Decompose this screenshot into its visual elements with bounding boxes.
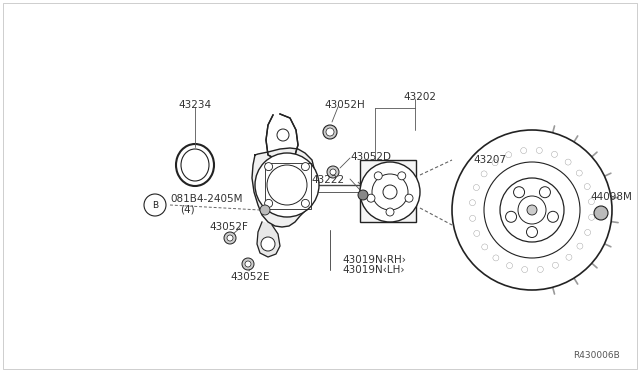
Circle shape bbox=[358, 190, 368, 200]
Circle shape bbox=[474, 230, 480, 237]
Bar bbox=[265, 163, 311, 209]
Circle shape bbox=[330, 169, 336, 175]
Circle shape bbox=[374, 172, 382, 180]
Circle shape bbox=[540, 187, 550, 198]
Circle shape bbox=[267, 165, 307, 205]
Text: 43019N‹RH›: 43019N‹RH› bbox=[342, 255, 406, 265]
Circle shape bbox=[506, 152, 511, 158]
Circle shape bbox=[552, 262, 559, 268]
Circle shape bbox=[327, 166, 339, 178]
Circle shape bbox=[367, 194, 375, 202]
Polygon shape bbox=[266, 114, 298, 160]
Circle shape bbox=[552, 151, 557, 157]
Circle shape bbox=[588, 199, 595, 205]
Circle shape bbox=[372, 174, 408, 210]
Circle shape bbox=[323, 125, 337, 139]
Circle shape bbox=[518, 196, 546, 224]
Circle shape bbox=[383, 185, 397, 199]
Circle shape bbox=[277, 129, 289, 141]
Circle shape bbox=[144, 194, 166, 216]
Circle shape bbox=[500, 178, 564, 242]
Circle shape bbox=[493, 255, 499, 261]
Circle shape bbox=[301, 163, 309, 171]
Circle shape bbox=[527, 205, 537, 215]
Circle shape bbox=[474, 185, 479, 190]
Circle shape bbox=[242, 258, 254, 270]
Circle shape bbox=[482, 244, 488, 250]
Polygon shape bbox=[252, 148, 316, 227]
Circle shape bbox=[386, 208, 394, 216]
Circle shape bbox=[452, 130, 612, 290]
Circle shape bbox=[506, 263, 513, 269]
Circle shape bbox=[481, 171, 487, 177]
Text: 44098M: 44098M bbox=[590, 192, 632, 202]
Circle shape bbox=[264, 199, 273, 207]
Circle shape bbox=[245, 261, 251, 267]
Circle shape bbox=[405, 194, 413, 202]
Bar bbox=[360, 160, 416, 222]
Circle shape bbox=[527, 227, 538, 237]
Circle shape bbox=[506, 211, 516, 222]
Text: (4): (4) bbox=[180, 205, 195, 215]
Circle shape bbox=[577, 243, 583, 249]
Circle shape bbox=[566, 254, 572, 260]
Text: 43202: 43202 bbox=[403, 92, 436, 102]
Text: 43222: 43222 bbox=[312, 175, 345, 185]
Text: 081B4-2405M: 081B4-2405M bbox=[170, 194, 243, 204]
Circle shape bbox=[522, 267, 528, 273]
Circle shape bbox=[484, 162, 580, 258]
Circle shape bbox=[264, 163, 273, 171]
Text: 43052D: 43052D bbox=[350, 152, 391, 162]
Text: 43234: 43234 bbox=[179, 100, 212, 110]
Circle shape bbox=[224, 232, 236, 244]
Circle shape bbox=[584, 183, 590, 190]
Circle shape bbox=[565, 159, 571, 165]
Circle shape bbox=[584, 230, 591, 235]
Circle shape bbox=[470, 200, 476, 206]
Circle shape bbox=[470, 215, 476, 221]
Circle shape bbox=[301, 199, 309, 207]
Circle shape bbox=[397, 172, 406, 180]
Circle shape bbox=[360, 162, 420, 222]
Circle shape bbox=[260, 205, 270, 215]
Text: 43019N‹LH›: 43019N‹LH› bbox=[342, 265, 404, 275]
Text: 43052E: 43052E bbox=[230, 272, 269, 282]
Circle shape bbox=[513, 187, 525, 198]
Circle shape bbox=[227, 235, 233, 241]
Circle shape bbox=[521, 148, 527, 154]
Circle shape bbox=[261, 237, 275, 251]
Text: R430006B: R430006B bbox=[573, 351, 620, 360]
Circle shape bbox=[547, 211, 559, 222]
Circle shape bbox=[538, 266, 543, 272]
Circle shape bbox=[589, 214, 595, 220]
Text: 43052F: 43052F bbox=[209, 222, 248, 232]
Circle shape bbox=[594, 206, 608, 220]
Circle shape bbox=[576, 170, 582, 176]
Circle shape bbox=[255, 153, 319, 217]
Polygon shape bbox=[257, 222, 280, 257]
Text: 43207: 43207 bbox=[474, 155, 506, 165]
Text: B: B bbox=[152, 201, 158, 209]
Circle shape bbox=[536, 147, 542, 153]
Circle shape bbox=[492, 160, 498, 166]
Text: 43052H: 43052H bbox=[324, 100, 365, 110]
Circle shape bbox=[326, 128, 334, 136]
